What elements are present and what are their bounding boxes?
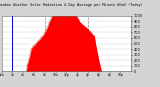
Text: Milwaukee Weather Solar Radiation & Day Average per Minute W/m2 (Today): Milwaukee Weather Solar Radiation & Day … xyxy=(0,3,143,7)
